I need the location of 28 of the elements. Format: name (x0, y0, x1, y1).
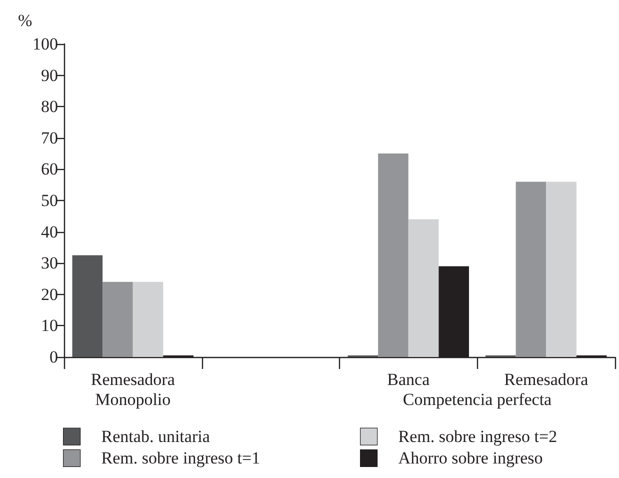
x-tick-label: Banca (387, 370, 430, 389)
y-tick-label: 10 (41, 316, 58, 336)
y-tick-label: 50 (41, 191, 58, 210)
bar (72, 255, 103, 357)
text: Competencia perfecta (402, 390, 552, 409)
bar (378, 154, 408, 357)
x-tick-label: Remesadora (90, 370, 176, 389)
legend-label: Rem. sobre ingreso t=2 (398, 427, 558, 446)
y-axis-title: % (18, 11, 32, 30)
legend-label: Rem. sobre ingreso t=1 (101, 448, 260, 468)
y-tick-label: 100 (32, 34, 58, 54)
x-tick-label: Remesadora (504, 370, 589, 389)
legend-label: Rentab. unitaria (101, 427, 210, 446)
bar (516, 182, 546, 357)
y-tick-label: 30 (41, 254, 58, 273)
y-tick-label: 0 (50, 348, 58, 366)
bar (102, 282, 133, 357)
legend-label: Ahorro sobre ingreso (398, 448, 543, 468)
bar (408, 219, 439, 357)
y-tick-label: 70 (41, 128, 58, 148)
text: Monopolio (95, 390, 171, 409)
y-tick-label: 40 (41, 222, 58, 242)
bar (546, 182, 576, 357)
y-tick-label: 90 (41, 66, 58, 85)
bar (132, 282, 164, 357)
y-tick-label: 60 (41, 160, 58, 179)
y-tick-label: 20 (41, 284, 58, 304)
y-tick-label: 80 (41, 97, 58, 116)
